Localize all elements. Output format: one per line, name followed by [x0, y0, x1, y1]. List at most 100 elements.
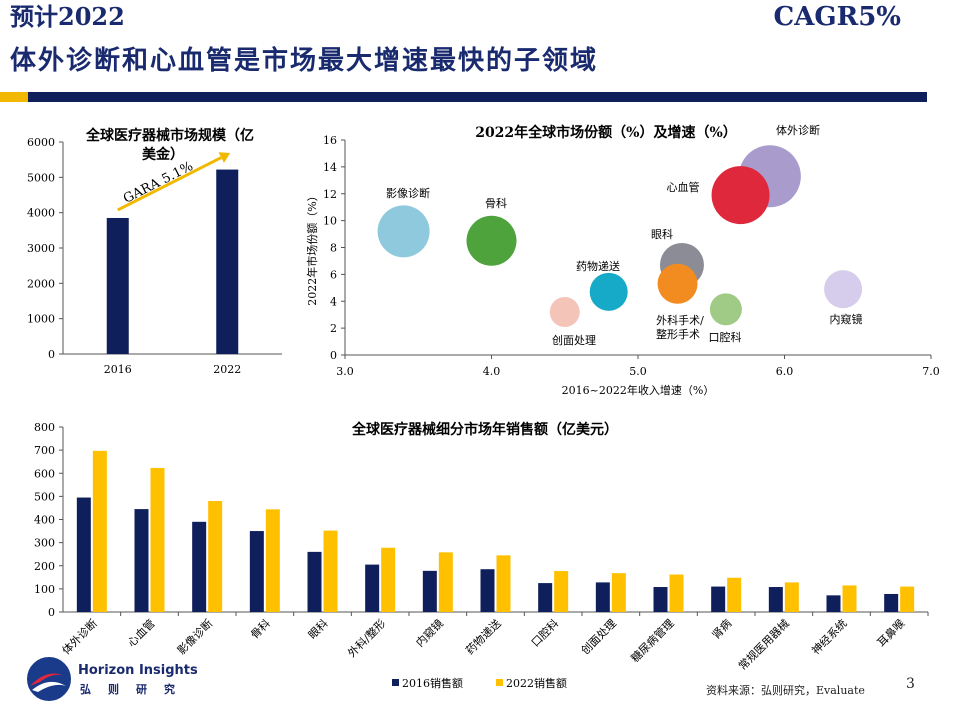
horizon-insights-logo-icon [27, 657, 71, 701]
chart2-y-tick-label: 10 [323, 215, 337, 228]
chart2-bubble-影像诊断 [377, 205, 430, 258]
chart3-bar-2016销售额-肾病 [711, 586, 726, 612]
chart1-y-tick-label: 0 [48, 348, 55, 361]
chart3-x-tick-label: 影像诊断 [174, 616, 215, 657]
chart3-x-tick-label: 耳鼻喉 [874, 616, 907, 649]
chart2-bubble-药物递送 [589, 272, 628, 311]
chart3-y-tick-label: 800 [34, 421, 55, 434]
chart2-y-tick-label: 4 [330, 295, 337, 308]
logo-cn: 弘则研究 [80, 683, 192, 696]
chart2-y-tick-label: 16 [323, 134, 337, 147]
chart2-point-label: 内窥镜 [830, 312, 863, 326]
chart3-y-tick-label: 700 [34, 444, 55, 457]
chart3-legend-swatch-1 [496, 679, 503, 686]
cagr-label: CAGR5% [773, 2, 901, 32]
chart3-bar-2016销售额-影像诊断 [192, 521, 207, 612]
chart1-x-tick-label: 2022 [213, 363, 241, 376]
chart2-point-label: 心血管 [667, 180, 700, 194]
chart1-y-tick-label: 6000 [27, 136, 55, 149]
header-rule-gold [0, 92, 28, 102]
chart2-point-label: 骨科 [485, 196, 507, 210]
chart3-legend-label-0: 2016销售额 [402, 676, 463, 690]
chart2-bubble-外科手术/整形手术 [657, 263, 698, 304]
chart1-annotation: GARA 5.1% [121, 159, 196, 207]
chart3-legend-label-1: 2022销售额 [506, 676, 567, 690]
chart3-bar-2022销售额-外科/整形 [381, 547, 396, 612]
chart2-point-label: 眼科 [651, 227, 673, 241]
chart2-x-tick-label: 5.0 [629, 365, 647, 378]
chart1-y-tick-label: 5000 [27, 171, 55, 184]
chart2-point-label: 整形手术 [656, 327, 700, 341]
header-rule-navy [28, 92, 927, 102]
chart3-x-tick-label: 神经系统 [809, 616, 850, 657]
chart3-x-tick-label: 创面处理 [579, 617, 619, 657]
chart3-x-tick-label: 糖尿病管理 [628, 616, 677, 665]
chart3-bar-2022销售额-肾病 [727, 577, 742, 612]
chart3-bar-2016销售额-药物递送 [480, 569, 495, 612]
chart3-y-tick-label: 100 [34, 583, 55, 596]
chart3-bar-2016销售额-神经系统 [826, 595, 841, 612]
chart2-point-label: 创面处理 [552, 334, 596, 347]
chart1-title-line1: 全球医疗器械市场规模（亿 [85, 127, 254, 144]
chart3-bar-2016销售额-体外诊断 [76, 497, 91, 612]
chart2-x-axis-label: 2016~2022年收入增速（%） [562, 383, 715, 397]
chart2-y-tick-label: 12 [323, 188, 337, 201]
chart1-x-tick-label: 2016 [104, 363, 132, 376]
chart2-x-tick-label: 7.0 [922, 365, 940, 378]
chart3-bar-2022销售额-药物递送 [496, 555, 511, 612]
chart3-bar-2016销售额-骨科 [249, 531, 264, 612]
chart3-y-tick-label: 300 [34, 537, 55, 550]
chart1-y-tick-label: 3000 [27, 242, 55, 255]
chart3-x-tick-label: 常规医用器械 [735, 616, 792, 673]
chart3-bar-2022销售额-常规医用器械 [784, 582, 799, 612]
logo-name: Horizon Insights [78, 663, 198, 678]
chart1-title-line2: 美金） [142, 146, 184, 163]
chart3-x-tick-label: 口腔科 [528, 616, 561, 649]
chart3-bar-2022销售额-骨科 [265, 509, 280, 612]
chart3-bar-2016销售额-口腔科 [538, 583, 553, 612]
chart3-x-tick-label: 药物递送 [463, 616, 504, 657]
chart3-y-tick-label: 0 [48, 606, 55, 619]
chart2-y-tick-label: 2 [330, 322, 337, 335]
chart2-y-tick-label: 0 [330, 349, 337, 362]
chart2-y-tick-label: 6 [330, 268, 337, 281]
chart2-point-label: 口腔科 [709, 330, 742, 344]
chart3-x-tick-label: 体外诊断 [59, 616, 100, 657]
page-number: 3 [906, 676, 915, 692]
chart3-bar-2016销售额-耳鼻喉 [884, 593, 899, 612]
chart2-x-tick-label: 3.0 [336, 365, 354, 378]
chart2-point-label: 体外诊断 [776, 123, 820, 137]
chart3-legend-swatch-0 [392, 679, 399, 686]
chart1-bar-2022 [216, 169, 239, 354]
chart1-bar-2016 [106, 217, 129, 354]
chart3-bar-2022销售额-内窥镜 [438, 552, 453, 612]
chart2-bubble-心血管 [711, 166, 770, 225]
chart1-y-tick-label: 2000 [27, 277, 55, 290]
chart3-x-tick-label: 外科/整形 [345, 616, 389, 660]
chart2-bubble-骨科 [466, 215, 517, 266]
chart3-bar-2022销售额-耳鼻喉 [900, 586, 915, 612]
page-title-line1: 预计2022 [10, 2, 125, 31]
chart3-bar-2016销售额-外科/整形 [365, 564, 380, 612]
chart3-bar-2016销售额-心血管 [134, 509, 149, 612]
chart2-y-tick-label: 14 [323, 161, 337, 174]
page-title-line2: 体外诊断和心血管是市场最大增速最快的子领域 [10, 46, 599, 76]
chart3-x-tick-label: 眼科 [305, 616, 330, 641]
chart1-growth-arrow [117, 156, 222, 212]
chart2-bubble-创面处理 [549, 297, 580, 327]
chart3-bar-2016销售额-内窥镜 [422, 570, 437, 612]
chart3-bar-2022销售额-体外诊断 [92, 450, 107, 612]
chart2-x-tick-label: 4.0 [483, 365, 501, 378]
chart2-point-label: 外科手术/ [656, 313, 704, 327]
chart3-y-tick-label: 200 [34, 560, 55, 573]
chart3-y-tick-label: 400 [34, 514, 55, 527]
chart3-x-tick-label: 心血管 [124, 616, 157, 649]
chart1-y-tick-label: 4000 [27, 207, 55, 220]
chart2-x-tick-label: 6.0 [776, 365, 794, 378]
chart3-bar-2022销售额-眼科 [323, 530, 338, 612]
chart2-bubble-口腔科 [709, 293, 742, 326]
chart3-title: 全球医疗器械细分市场年销售额（亿美元） [351, 421, 618, 438]
chart1-y-tick-label: 1000 [27, 313, 55, 326]
chart3-bar-2016销售额-眼科 [307, 551, 322, 612]
